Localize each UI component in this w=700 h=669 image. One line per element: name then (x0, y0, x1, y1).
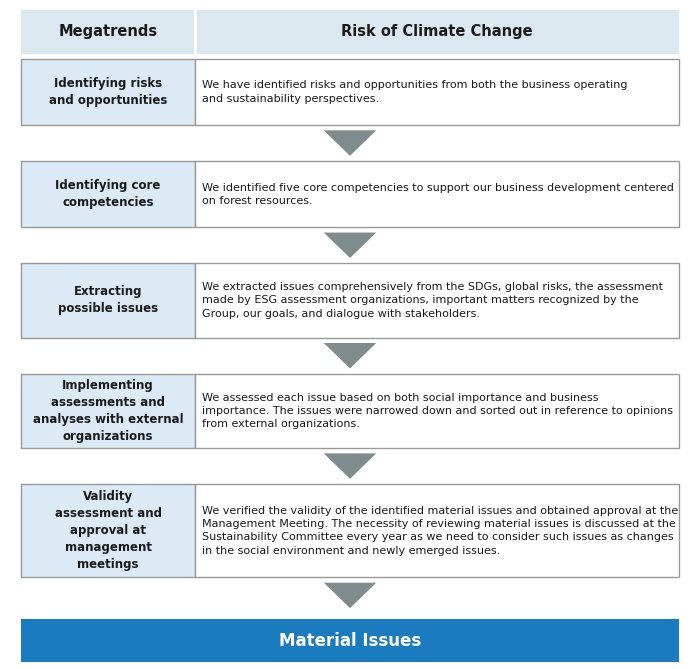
Text: Extracting
possible issues: Extracting possible issues (58, 286, 158, 316)
Text: We extracted issues comprehensively from the SDGs, global risks, the assessment
: We extracted issues comprehensively from… (202, 282, 664, 318)
Bar (195, 374, 679, 448)
Polygon shape (323, 343, 377, 369)
Bar (195, 59, 679, 125)
Text: Identifying core
competencies: Identifying core competencies (55, 179, 161, 209)
Text: We verified the validity of the identified material issues and obtained approval: We verified the validity of the identifi… (202, 506, 678, 555)
Bar (194, 10, 197, 54)
Text: We identified five core competencies to support our business development centere: We identified five core competencies to … (202, 183, 674, 206)
Bar (21, 374, 195, 448)
Bar (21, 264, 195, 338)
Bar (195, 161, 679, 227)
Text: Material Issues: Material Issues (279, 632, 421, 650)
Bar (21, 161, 195, 227)
Polygon shape (323, 233, 377, 258)
Text: Validity
assessment and
approval at
management
meetings: Validity assessment and approval at mana… (55, 490, 162, 571)
Bar (195, 10, 679, 54)
Text: Risk of Climate Change: Risk of Climate Change (342, 24, 533, 39)
Bar (21, 619, 679, 662)
Bar (195, 264, 679, 338)
Polygon shape (323, 583, 377, 608)
Bar (21, 484, 195, 577)
Bar (21, 59, 195, 125)
Polygon shape (323, 454, 377, 479)
Bar (195, 484, 679, 577)
Bar (21, 10, 195, 54)
Text: We have identified risks and opportunities from both the business operating
and : We have identified risks and opportuniti… (202, 80, 628, 104)
Text: Megatrends: Megatrends (59, 24, 158, 39)
Polygon shape (323, 130, 377, 156)
Text: Implementing
assessments and
analyses with external
organizations: Implementing assessments and analyses wi… (33, 379, 183, 443)
Text: We assessed each issue based on both social importance and business
importance. : We assessed each issue based on both soc… (202, 393, 673, 429)
Text: Identifying risks
and opportunities: Identifying risks and opportunities (49, 77, 167, 107)
